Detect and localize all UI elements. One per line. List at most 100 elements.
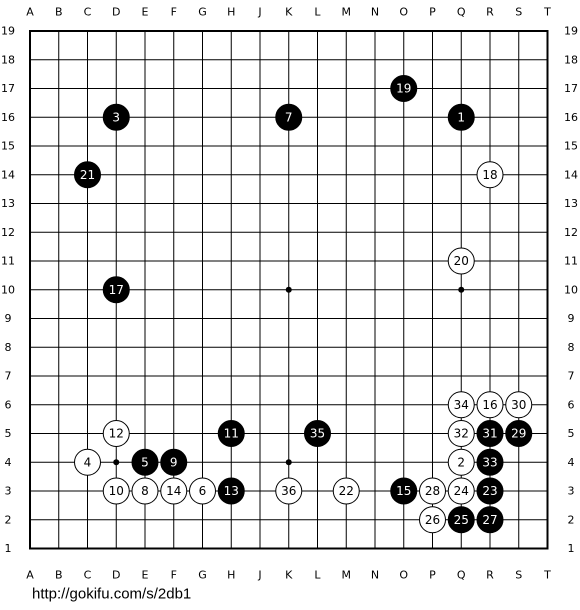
column-label: Q (457, 569, 466, 582)
move-number: 34 (454, 398, 469, 412)
stone (447, 247, 475, 275)
stone (102, 477, 130, 505)
column-label: G (198, 6, 207, 19)
move-number: 19 (396, 82, 411, 96)
row-label: 14 (564, 168, 578, 181)
column-label: K (285, 569, 293, 582)
stone (160, 448, 188, 476)
row-label: 2 (5, 513, 12, 526)
stone (189, 477, 216, 505)
stone (505, 391, 533, 419)
stone (217, 420, 245, 447)
row-label: 17 (564, 82, 578, 95)
star-point (285, 286, 292, 293)
column-label: R (486, 569, 494, 582)
stone (217, 477, 245, 505)
move-number: 23 (482, 484, 497, 498)
move-number: 22 (339, 484, 354, 498)
row-label: 16 (564, 111, 578, 124)
row-label: 6 (5, 398, 12, 411)
row-label: 13 (1, 197, 15, 210)
stone (390, 75, 418, 102)
stone (131, 448, 159, 476)
column-label: J (257, 6, 261, 19)
column-label: A (26, 569, 34, 582)
move-number: 5 (141, 455, 149, 469)
move-number: 36 (281, 484, 296, 498)
column-label: O (399, 569, 408, 582)
move-number: 10 (109, 484, 124, 498)
stone (447, 420, 475, 447)
move-number: 6 (199, 484, 207, 498)
row-label: 4 (568, 456, 575, 469)
stone (447, 477, 475, 505)
row-label: 15 (564, 140, 578, 153)
move-number: 1 (457, 110, 465, 124)
move-number: 32 (454, 427, 469, 441)
column-label: B (55, 6, 63, 19)
star-point (113, 459, 120, 466)
move-number: 33 (482, 455, 497, 469)
move-number: 26 (425, 513, 440, 527)
column-label: P (429, 6, 436, 19)
stone (476, 161, 504, 189)
column-label: F (171, 6, 177, 19)
row-label: 10 (1, 283, 15, 296)
row-label: 9 (5, 312, 12, 325)
move-number: 2 (457, 455, 465, 469)
row-label: 7 (568, 370, 575, 383)
stone (476, 391, 504, 419)
move-number: 8 (141, 484, 149, 498)
stone (476, 506, 504, 534)
row-label: 11 (1, 255, 15, 268)
stone (390, 477, 418, 505)
row-label: 7 (5, 370, 12, 383)
column-label: N (371, 6, 379, 19)
row-label: 1 (5, 542, 12, 555)
column-label: P (429, 569, 436, 582)
column-label: S (515, 569, 522, 582)
column-label: S (515, 6, 522, 19)
row-label: 14 (1, 168, 15, 181)
column-label: B (55, 569, 63, 582)
column-label: C (84, 569, 92, 582)
move-number: 35 (310, 427, 325, 441)
column-label: L (314, 569, 321, 582)
column-label: M (342, 569, 352, 582)
stone (476, 448, 504, 476)
column-label: A (26, 6, 34, 19)
move-number: 25 (454, 513, 469, 527)
row-label: 4 (5, 456, 12, 469)
row-label: 5 (5, 427, 12, 440)
column-label: M (342, 6, 352, 19)
stone (447, 506, 475, 534)
row-label: 6 (568, 398, 575, 411)
stone (74, 448, 101, 476)
move-number: 21 (80, 168, 95, 182)
row-label: 16 (1, 111, 15, 124)
row-label: 10 (564, 283, 578, 296)
stone (476, 420, 504, 447)
stone (447, 103, 475, 131)
row-label: 19 (564, 25, 578, 38)
column-label: G (198, 569, 207, 582)
move-number: 3 (112, 110, 120, 124)
stone (275, 103, 303, 131)
row-label: 18 (1, 53, 15, 66)
column-label: R (486, 6, 494, 19)
move-number: 13 (224, 484, 239, 498)
column-label: T (543, 6, 551, 19)
column-label: H (227, 569, 235, 582)
stone (131, 477, 159, 505)
column-label: E (142, 6, 149, 19)
row-label: 3 (5, 485, 12, 498)
stone (275, 477, 303, 505)
move-number: 12 (109, 427, 124, 441)
move-number: 17 (109, 283, 124, 297)
stone (476, 477, 504, 505)
stone (332, 477, 360, 505)
move-number: 29 (511, 427, 526, 441)
row-label: 18 (564, 53, 578, 66)
column-label: F (171, 569, 177, 582)
